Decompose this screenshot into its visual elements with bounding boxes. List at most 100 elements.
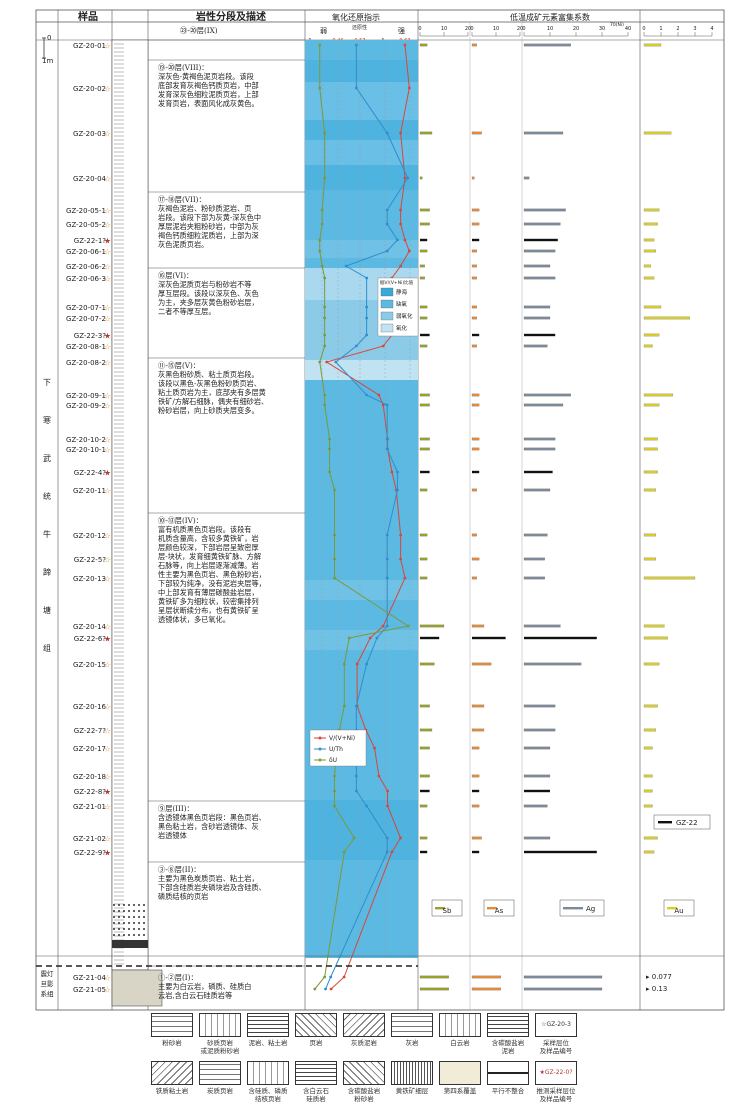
bar-Sb — [419, 305, 428, 309]
bar-Au — [643, 222, 658, 226]
au-tick: 3 — [693, 26, 696, 32]
redox-legend-swatch — [380, 311, 394, 321]
bar-As — [471, 662, 492, 666]
au-tick: 4 — [710, 26, 713, 32]
bar-Sb — [419, 975, 449, 979]
bar-Au — [643, 276, 655, 280]
layer-text-vii: 灰褐色泥岩、粉砂质泥岩、页 — [158, 204, 251, 213]
bar-Au — [643, 804, 653, 808]
series-point — [328, 447, 331, 451]
rock-legend-item: 灰岩 — [388, 1013, 436, 1047]
series-point — [390, 850, 394, 854]
bar-Sb — [419, 208, 430, 212]
series-point — [344, 264, 348, 268]
rock-legend-label: 页岩 — [309, 1039, 323, 1047]
bar-Au — [643, 208, 660, 212]
bar-As — [471, 728, 485, 732]
as-tick: 20 — [517, 26, 523, 32]
redox-legend-label: 氧化 — [396, 324, 408, 332]
series-point — [313, 987, 317, 991]
layer-text-viii: ⑲-⑳层(VIII)： — [158, 63, 209, 72]
bar-Ag — [523, 131, 564, 135]
layer-text-iv: 中上部发育有薄层碳酸盐岩层， — [158, 588, 259, 597]
rock-pattern-swatch — [199, 1061, 241, 1085]
series-legend-label: U/Th — [329, 746, 343, 753]
series-point — [323, 333, 327, 337]
series-point — [390, 470, 394, 474]
sample-label: GZ-22-3? — [74, 332, 107, 340]
formation-char: 塘 — [43, 605, 51, 615]
bar-As — [471, 746, 480, 750]
series-point — [365, 333, 369, 337]
rock-legend-label: 泥岩、粘土岩 — [248, 1039, 288, 1047]
series-point — [407, 249, 411, 253]
open-star-icon: ☆ — [104, 175, 111, 184]
series-point — [403, 176, 407, 180]
bar-Ag — [523, 488, 551, 492]
bar-As — [471, 176, 475, 180]
bar-Ag — [523, 987, 603, 991]
rock-pattern-swatch — [295, 1061, 337, 1085]
bar-As-gz22 — [472, 850, 480, 854]
bar-Sb — [419, 774, 430, 778]
bar-As — [471, 208, 480, 212]
series-point — [318, 249, 322, 253]
open-star-icon: ☆ — [104, 263, 111, 272]
series-point — [333, 774, 336, 778]
sample-label: GZ-21-05 — [73, 986, 106, 994]
series-point — [328, 470, 331, 474]
bar-Au — [643, 557, 656, 561]
series-point — [399, 208, 403, 212]
ag-tick: 20 — [573, 26, 579, 32]
bar-Sb-gz22 — [420, 850, 428, 854]
sb-tick: 10 — [441, 26, 447, 32]
element-legend-swatch — [435, 907, 445, 910]
series-legend-label: δU — [329, 757, 337, 764]
layer-text-vii: 褐色钙质细粒泥质岩，上部为深 — [158, 231, 259, 240]
layer-text-ii: ③-⑧层(II)： — [158, 865, 200, 874]
rock-legend-item: 灰质泥岩 — [340, 1013, 388, 1047]
bar-Ag — [523, 576, 545, 580]
layer-text-v: ⑪-⑮层(V)： — [158, 361, 200, 370]
bar-Sb — [419, 624, 445, 628]
bar-Ag-gz22 — [524, 470, 553, 474]
bar-Ag — [523, 774, 551, 778]
open-star-icon: ☆ — [104, 343, 111, 352]
bar-Ag — [523, 43, 571, 47]
layer-text-iii: 黑色粘土岩，含砂岩透镜体、灰 — [158, 822, 259, 831]
series-point — [403, 43, 407, 47]
bar-Ag — [523, 305, 551, 309]
bar-Au — [643, 264, 651, 268]
bar-Ag — [523, 249, 556, 253]
bar-Ag-gz22 — [524, 636, 597, 640]
series-point — [407, 86, 411, 90]
open-star-icon: ☆ — [104, 803, 111, 812]
open-star-icon: ☆ — [104, 974, 111, 983]
filled-star-icon: ★ — [104, 635, 111, 644]
sample-label: GZ-21-02 — [73, 835, 106, 843]
open-star-icon: ☆ — [104, 221, 111, 230]
series-point — [318, 43, 322, 47]
open-star-icon: ☆ — [104, 436, 111, 445]
bar-Ag — [523, 804, 548, 808]
bar-Sb — [419, 437, 430, 441]
sample-label: GZ-20-06-1 — [66, 248, 106, 256]
bar-Ag — [523, 975, 603, 979]
sample-label: GZ-22-6? — [74, 635, 107, 643]
filled-star-icon: ★ — [104, 469, 111, 478]
bar-As — [471, 264, 477, 268]
redox-series — [313, 43, 411, 991]
rock-pattern-swatch — [391, 1061, 433, 1085]
bar-Ag — [523, 624, 561, 628]
redox-legend-label: 静海 — [396, 288, 408, 296]
as-tick: 10 — [493, 26, 499, 32]
sample-label: GZ-20-08-2 — [66, 359, 106, 367]
formation-base-char: 旦影 — [41, 979, 55, 988]
bar-Sb — [419, 987, 449, 991]
open-star-icon: ☆ — [104, 275, 111, 284]
bar-As — [471, 624, 485, 628]
redox-strong: 强 — [398, 27, 405, 35]
formation-char: 武 — [43, 453, 51, 463]
bar-Sb — [419, 264, 425, 268]
rock-legend-label: 平行不整合 — [491, 1087, 525, 1095]
